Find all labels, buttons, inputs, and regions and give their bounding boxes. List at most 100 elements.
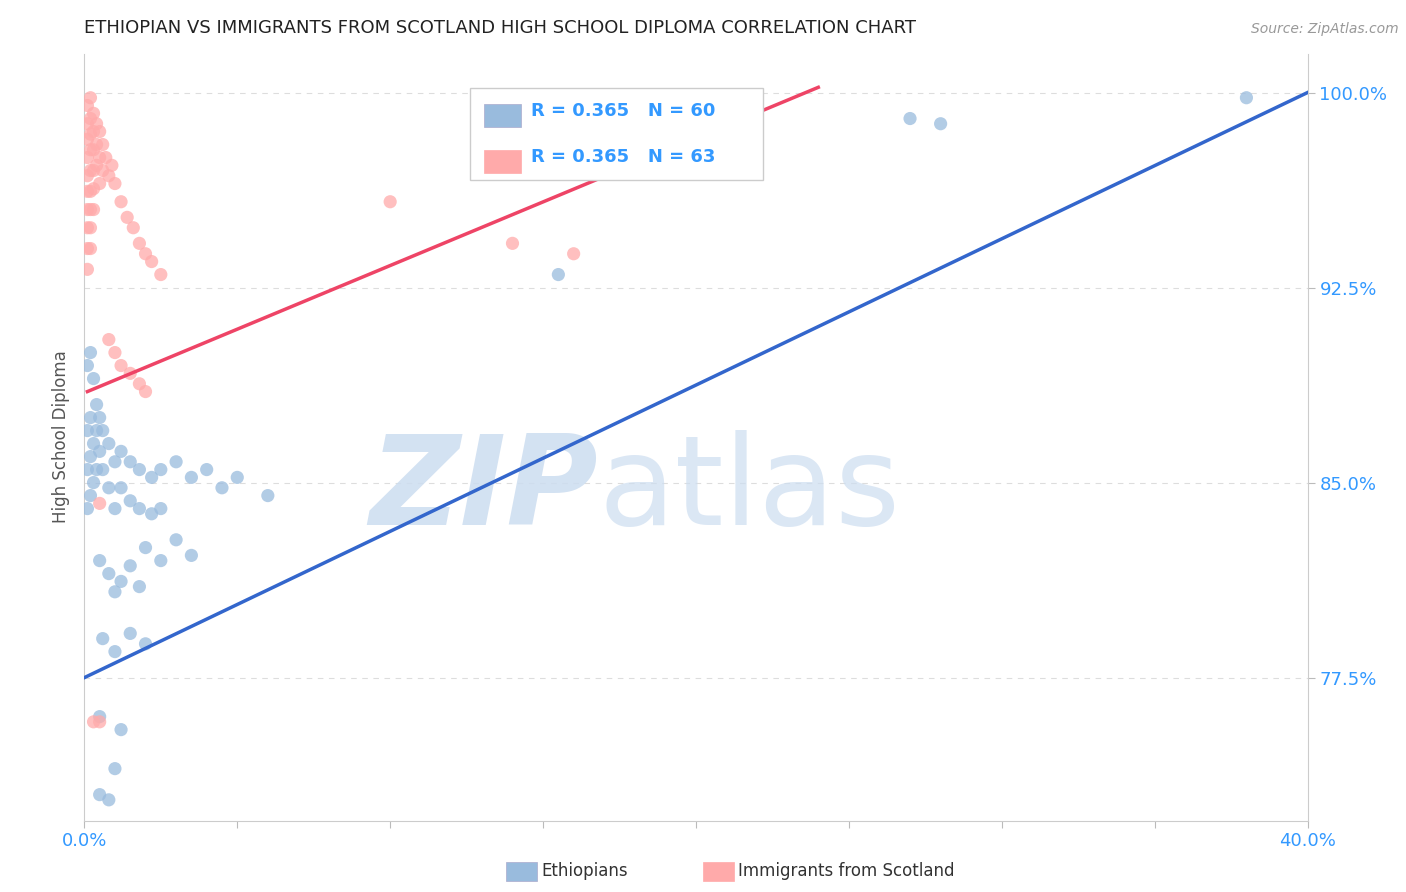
- Text: ETHIOPIAN VS IMMIGRANTS FROM SCOTLAND HIGH SCHOOL DIPLOMA CORRELATION CHART: ETHIOPIAN VS IMMIGRANTS FROM SCOTLAND HI…: [84, 19, 917, 37]
- Point: [83, 475, 105, 490]
- Point: [86, 137, 108, 152]
- Point: [89, 151, 111, 165]
- Point: [76, 202, 98, 217]
- Point: [76, 98, 98, 112]
- Point: [120, 626, 142, 640]
- Y-axis label: High School Diploma: High School Diploma: [52, 351, 70, 524]
- Point: [83, 714, 105, 729]
- Point: [76, 117, 98, 131]
- Point: [89, 714, 111, 729]
- Point: [76, 132, 98, 146]
- Point: [149, 268, 172, 282]
- Point: [79, 202, 101, 217]
- Text: R = 0.365   N = 63: R = 0.365 N = 63: [531, 148, 716, 166]
- Point: [257, 489, 280, 503]
- Point: [110, 444, 132, 458]
- Point: [79, 489, 101, 503]
- Point: [110, 359, 132, 373]
- Point: [86, 158, 108, 172]
- Point: [89, 410, 111, 425]
- Point: [89, 496, 111, 510]
- Point: [120, 367, 142, 381]
- Point: [128, 462, 150, 476]
- Point: [89, 444, 111, 458]
- Point: [149, 462, 172, 476]
- Point: [226, 470, 249, 484]
- Point: [83, 182, 105, 196]
- Point: [97, 333, 120, 347]
- Point: [110, 723, 132, 737]
- Point: [97, 793, 120, 807]
- Point: [120, 558, 142, 573]
- Point: [97, 169, 120, 183]
- Point: [79, 127, 101, 141]
- Point: [128, 580, 150, 594]
- Point: [141, 507, 163, 521]
- Point: [135, 246, 157, 260]
- Point: [76, 262, 98, 277]
- Point: [83, 202, 105, 217]
- Point: [211, 481, 233, 495]
- Point: [128, 501, 150, 516]
- Point: [83, 436, 105, 450]
- Point: [180, 549, 202, 563]
- Point: [122, 220, 145, 235]
- Point: [83, 143, 105, 157]
- Point: [898, 112, 921, 126]
- FancyBboxPatch shape: [470, 88, 763, 180]
- Point: [83, 163, 105, 178]
- Bar: [484, 150, 522, 173]
- Point: [83, 371, 105, 385]
- Point: [76, 220, 98, 235]
- Point: [86, 398, 108, 412]
- Point: [89, 124, 111, 138]
- Point: [104, 455, 127, 469]
- Point: [76, 151, 98, 165]
- Point: [104, 645, 127, 659]
- Point: [79, 242, 101, 256]
- Point: [104, 584, 127, 599]
- Text: Source: ZipAtlas.com: Source: ZipAtlas.com: [1251, 22, 1399, 37]
- Point: [165, 455, 187, 469]
- Point: [89, 553, 111, 567]
- Point: [149, 553, 172, 567]
- Point: [141, 254, 163, 268]
- Point: [502, 236, 524, 251]
- Point: [76, 359, 98, 373]
- Point: [135, 384, 157, 399]
- Point: [101, 158, 124, 172]
- Point: [79, 410, 101, 425]
- Point: [120, 493, 142, 508]
- Point: [149, 501, 172, 516]
- Point: [83, 106, 105, 120]
- Point: [91, 163, 114, 178]
- Point: [180, 470, 202, 484]
- Point: [76, 462, 98, 476]
- Point: [79, 163, 101, 178]
- Text: Immigrants from Scotland: Immigrants from Scotland: [738, 863, 955, 880]
- Point: [135, 637, 157, 651]
- Point: [135, 541, 157, 555]
- Point: [86, 424, 108, 438]
- Point: [547, 268, 569, 282]
- Point: [91, 462, 114, 476]
- Point: [79, 112, 101, 126]
- Point: [104, 762, 127, 776]
- Point: [110, 481, 132, 495]
- Text: R = 0.365   N = 60: R = 0.365 N = 60: [531, 102, 716, 120]
- Point: [76, 185, 98, 199]
- Point: [104, 177, 127, 191]
- Point: [79, 345, 101, 359]
- Point: [91, 137, 114, 152]
- Point: [79, 450, 101, 464]
- Point: [86, 117, 108, 131]
- Point: [91, 424, 114, 438]
- Point: [89, 709, 111, 723]
- Point: [79, 91, 101, 105]
- Text: ZIP: ZIP: [370, 430, 598, 551]
- Point: [115, 211, 138, 225]
- Point: [86, 462, 108, 476]
- Point: [89, 788, 111, 802]
- Point: [79, 220, 101, 235]
- Point: [79, 185, 101, 199]
